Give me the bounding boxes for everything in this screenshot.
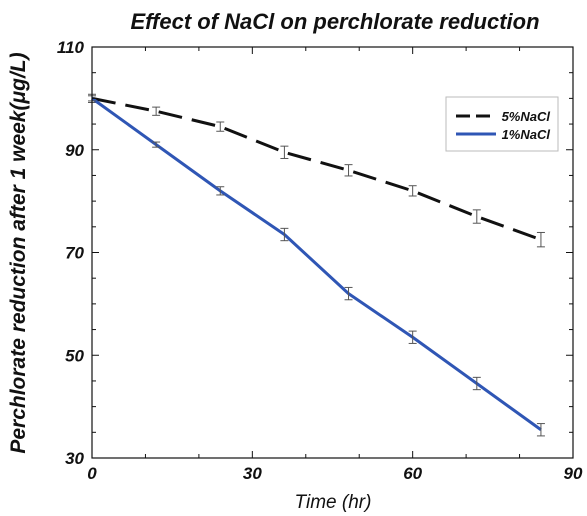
error-bar-5-nacl-3	[280, 145, 289, 159]
legend-label-5-nacl: 5%NaCl	[502, 109, 551, 124]
error-bar-1-nacl-1	[152, 141, 161, 148]
error-bar-1-nacl-7	[536, 423, 545, 437]
y-axis-label: Perchlorate reduction after 1 week(μg/L)	[7, 52, 30, 453]
x-tick-label-3: 90	[564, 464, 583, 483]
y-tick-label-3: 90	[65, 141, 84, 160]
x-tick-label-0: 0	[87, 464, 97, 483]
series-line-1-nacl	[91, 97, 542, 431]
x-axis-label: Time (hr)	[295, 492, 372, 513]
chart-title: Effect of NaCl on perchlorate reduction	[130, 9, 539, 34]
error-bar-5-nacl-6	[472, 209, 481, 224]
error-bar-5-nacl-1	[152, 106, 161, 116]
legend-box	[445, 96, 559, 152]
x-tick-label-2: 60	[403, 464, 422, 483]
error-bar-1-nacl-4	[344, 286, 353, 301]
y-tick-label-2: 70	[65, 244, 84, 263]
y-tick-label-4: 110	[57, 38, 85, 57]
error-bar-5-nacl-2	[216, 121, 225, 132]
error-bar-1-nacl-2	[216, 186, 225, 196]
y-tick-label-1: 50	[65, 346, 84, 365]
error-bar-1-nacl-6	[472, 376, 481, 391]
error-bar-5-nacl-5	[408, 185, 417, 197]
error-bar-1-nacl-3	[280, 227, 289, 242]
legend-label-1-nacl: 1%NaCl	[502, 127, 551, 142]
series-line-5-nacl	[91, 96, 542, 242]
error-bar-5-nacl-4	[344, 164, 353, 177]
error-bar-1-nacl-5	[408, 330, 417, 344]
plot-area	[88, 93, 545, 437]
legend: 5%NaCl 1%NaCl	[445, 96, 559, 152]
x-tick-label-1: 30	[243, 464, 262, 483]
y-tick-label-0: 30	[65, 449, 84, 468]
error-bar-5-nacl-7	[536, 231, 545, 248]
